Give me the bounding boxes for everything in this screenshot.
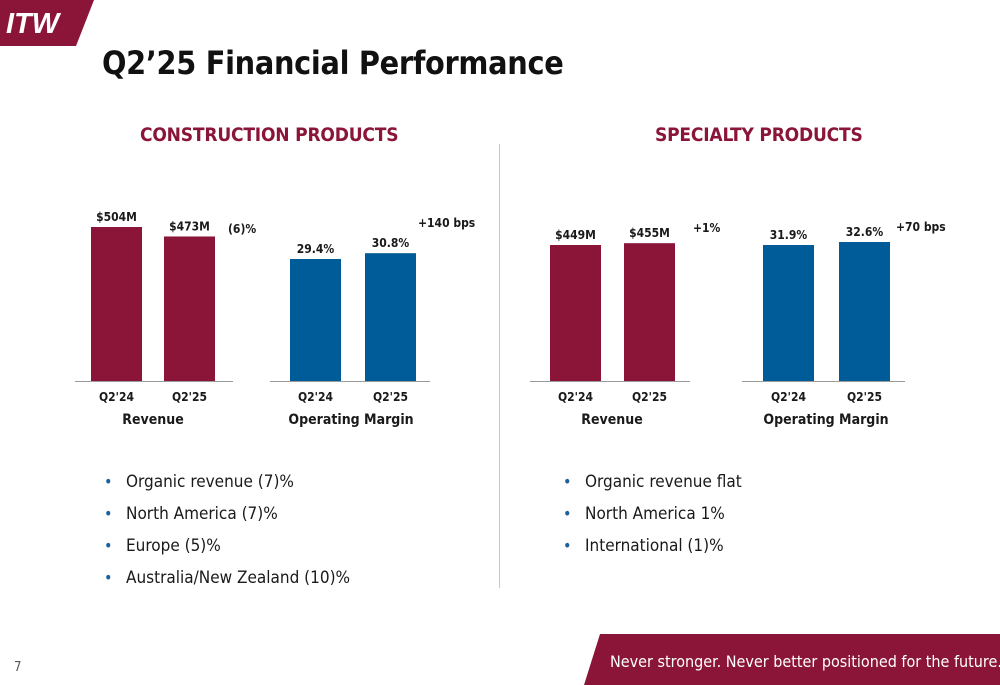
tick-label: Q2'24 [558,390,594,404]
change-label: +70 bps [896,220,946,234]
bar [164,236,215,381]
bar [290,259,341,381]
bar [550,245,601,381]
footer-tagline-band: Never stronger. Never better positioned … [584,634,1000,685]
bar [763,245,814,381]
tick-label: Q2'25 [632,390,667,404]
section-heading-construction: CONSTRUCTION PRODUCTS [140,124,399,146]
bullet-dot-icon: • [104,504,113,523]
bar [365,253,416,381]
data-label: $504M [96,210,137,224]
tick-label: Q2'25 [172,390,207,404]
x-axis-title: Revenue [122,412,183,428]
section-heading-specialty: SPECIALTY PRODUCTS [655,124,863,146]
page-title: Q2’25 Financial Performance [102,44,564,82]
bullet-dot-icon: • [563,536,572,555]
bullet-item: • North America (7)% [104,498,350,530]
bullet-item: • Organic revenue flat [563,466,742,498]
bullet-dot-icon: • [563,504,572,523]
bar [839,242,890,381]
construction-bullets: • Organic revenue (7)% • North America (7)… [104,466,350,594]
tick-label: Q2'24 [298,390,334,404]
logo-text: ITW [6,8,62,40]
bullet-item: • Australia/New Zealand (10)% [104,562,350,594]
bar [91,227,142,381]
bullet-dot-icon: • [563,472,572,491]
change-label: +1% [693,221,721,235]
data-label: $449M [555,228,596,242]
x-axis-title: Revenue [581,412,642,428]
bullet-item: • North America 1% [563,498,742,530]
x-axis-title: Operating Margin [763,412,888,428]
x-axis-title: Operating Margin [288,412,413,428]
data-label: $455M [629,226,670,240]
bullet-item: • Organic revenue (7)% [104,466,350,498]
data-label: $473M [169,219,210,233]
bullet-item: • Europe (5)% [104,530,350,562]
bar-charts: $504M Q2'24 $473M Q2'25 (6)% Revenue 29.4% Q2'2… [75,210,946,428]
footer-band-shape [584,634,1000,685]
specialty-bullets: • Organic revenue flat • North America 1% … [563,466,742,562]
section-divider [499,144,500,588]
data-label: 30.8% [372,236,410,250]
data-label: 31.9% [770,228,808,242]
bullet-dot-icon: • [104,472,113,491]
itw-logo: ITW [0,0,94,46]
data-label: 32.6% [846,225,884,239]
bar [624,243,675,381]
page-number: 7 [14,660,22,675]
tick-label: Q2'24 [771,390,807,404]
tick-label: Q2'25 [847,390,882,404]
data-label: 29.4% [297,242,335,256]
bullet-item: • International (1)% [563,530,742,562]
change-label: +140 bps [418,216,475,230]
tick-label: Q2'24 [99,390,135,404]
bullet-dot-icon: • [104,568,113,587]
bullet-dot-icon: • [104,536,113,555]
footer-tagline: Never stronger. Never better positioned … [610,652,1000,671]
change-label: (6)% [228,222,256,236]
tick-label: Q2'25 [373,390,408,404]
